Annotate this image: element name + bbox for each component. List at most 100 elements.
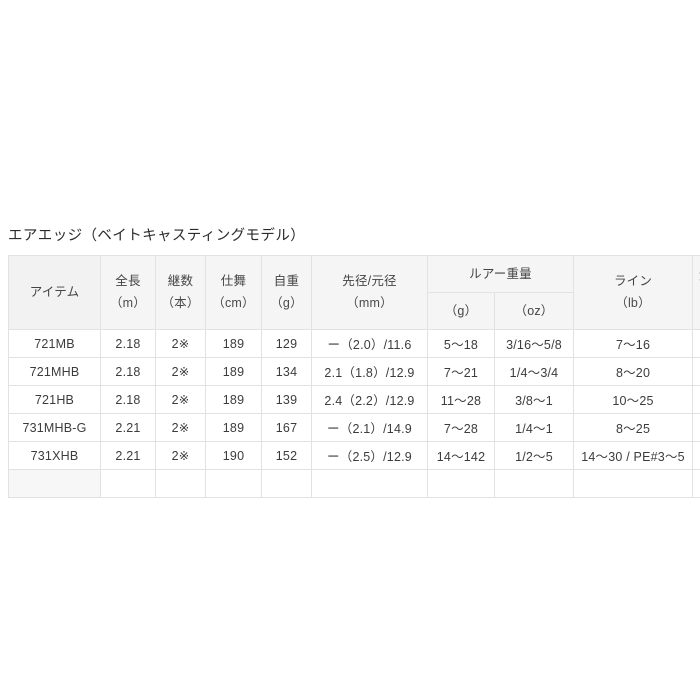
cell-sections: 2※ [155, 441, 206, 470]
table-row: 721MB 2.18 2※ 189 129 ー（2.0）/11.6 5〜18 3… [8, 329, 700, 358]
cell-lure-g: 11〜28 [427, 385, 495, 414]
cell-sections: 2※ [155, 385, 206, 414]
cell-length: 2.21 [100, 413, 156, 442]
cell-carbon [692, 469, 700, 498]
header-length-unit: （m） [109, 296, 146, 310]
header-carbon-label: カーボン [693, 268, 700, 284]
spec-table-container: アイテム 全長 （m） 継数 （本） 仕舞 （cm） 自 [8, 255, 700, 498]
cell-carbon: 98 [692, 329, 700, 358]
cell-item: 731XHB [8, 441, 101, 470]
header-length-label: 全長 [115, 274, 141, 288]
cell-diameter: 2.4（2.2）/12.9 [311, 385, 428, 414]
cell-carbon: 55 [692, 413, 700, 442]
header-weight-unit: （g） [270, 296, 303, 310]
header-carbon-label2: 含有率 [693, 284, 700, 300]
cell-lure-oz: 3/16〜5/8 [493, 329, 575, 358]
cell-length: 2.18 [100, 357, 156, 386]
cell-length [100, 469, 156, 498]
cell-line: 10〜25 [573, 385, 694, 414]
cell-lure-g [427, 469, 495, 498]
cell-item: 721MHB [8, 357, 101, 386]
cell-sections: 2※ [155, 357, 206, 386]
cell-closed-length: 189 [205, 413, 262, 442]
cell-lure-oz: 1/4〜1 [493, 413, 575, 442]
header-lure-g-label: （g） [444, 303, 478, 318]
cell-length: 2.18 [100, 385, 156, 414]
cell-item: 721MB [8, 329, 101, 358]
cell-item: 731MHB-G [8, 413, 101, 442]
header-diameter: 先径/元径 （mm） [311, 255, 428, 330]
cell-closed-length [205, 469, 262, 498]
cell-sections: 2※ [155, 413, 206, 442]
header-sections: 継数 （本） [155, 255, 206, 330]
cell-item [8, 469, 101, 498]
cell-weight: 139 [261, 385, 312, 414]
header-closed-label: 仕舞 [220, 274, 247, 288]
header-line: ライン （lb） [573, 255, 694, 330]
header-diameter-label: 先径/元径 [342, 274, 397, 288]
header-item-label: アイテム [29, 285, 80, 299]
cell-lure-oz: 1/4〜3/4 [493, 357, 575, 386]
cell-weight: 152 [261, 441, 312, 470]
header-line-unit: （lb） [615, 296, 651, 310]
table-header-row-1: アイテム 全長 （m） 継数 （本） 仕舞 （cm） 自 [8, 255, 700, 330]
cell-item: 721HB [8, 385, 101, 414]
header-carbon-content: カーボン 含有率 （%） [692, 255, 700, 330]
cell-line: 7〜16 [573, 329, 694, 358]
cell-length: 2.21 [100, 441, 156, 470]
header-lure-weight-oz: （oz） [493, 292, 575, 330]
header-lure-weight-g: （g） [427, 292, 495, 330]
header-weight-label: 自重 [273, 274, 300, 288]
table-row: 721MHB 2.18 2※ 189 134 2.1（1.8）/12.9 7〜2… [8, 357, 700, 386]
cell-carbon: 98 [692, 357, 700, 386]
cell-sections: 2※ [155, 329, 206, 358]
cell-line: 8〜20 [573, 357, 694, 386]
cell-weight: 134 [261, 357, 312, 386]
cell-diameter [311, 469, 428, 498]
header-closed-unit: （cm） [212, 296, 255, 310]
cell-line [573, 469, 694, 498]
cell-weight [261, 469, 312, 498]
cell-closed-length: 189 [205, 329, 262, 358]
table-row: 731MHB-G 2.21 2※ 189 167 ー（2.1）/14.9 7〜2… [8, 413, 700, 442]
cell-carbon: 98 [692, 441, 700, 470]
header-length: 全長 （m） [100, 255, 156, 330]
table-body: 721MB 2.18 2※ 189 129 ー（2.0）/11.6 5〜18 3… [8, 329, 700, 498]
cell-diameter: 2.1（1.8）/12.9 [311, 357, 428, 386]
cell-closed-length: 189 [205, 357, 262, 386]
rod-spec-table: アイテム 全長 （m） 継数 （本） 仕舞 （cm） 自 [8, 255, 700, 498]
cell-lure-oz: 3/8〜1 [493, 385, 575, 414]
table-row: 731XHB 2.21 2※ 190 152 ー（2.5）/12.9 14〜14… [8, 441, 700, 470]
cell-diameter: ー（2.0）/11.6 [311, 329, 428, 358]
header-sections-label: 継数 [167, 274, 194, 288]
cell-line: 14〜30 / PE#3〜5 [573, 441, 694, 470]
cell-lure-oz [493, 469, 575, 498]
cell-lure-g: 5〜18 [427, 329, 495, 358]
cell-closed-length: 189 [205, 385, 262, 414]
table-header-row-2: （g） （oz） [9, 292, 700, 330]
table-header: アイテム 全長 （m） 継数 （本） 仕舞 （cm） 自 [8, 255, 700, 330]
header-diameter-unit: （mm） [346, 296, 393, 310]
cell-length: 2.18 [100, 329, 156, 358]
cell-weight: 129 [261, 329, 312, 358]
cell-lure-g: 14〜142 [427, 441, 495, 470]
cell-lure-g: 7〜28 [427, 413, 495, 442]
header-carbon-unit: （%） [693, 302, 700, 318]
cell-carbon: 98 [692, 385, 700, 414]
header-sections-unit: （本） [161, 296, 200, 310]
header-line-label: ライン [613, 274, 653, 288]
header-weight: 自重 （g） [261, 255, 312, 330]
cell-weight: 167 [261, 413, 312, 442]
cell-closed-length: 190 [205, 441, 262, 470]
cell-lure-g: 7〜21 [427, 357, 495, 386]
cell-diameter: ー（2.5）/12.9 [311, 441, 428, 470]
cell-diameter: ー（2.1）/14.9 [311, 413, 428, 442]
cell-line: 8〜25 [573, 413, 694, 442]
header-lure-oz-label: （oz） [514, 303, 554, 318]
page-title: エアエッジ（ベイトキャスティングモデル） [8, 228, 306, 244]
cell-sections [155, 469, 206, 498]
cell-lure-oz: 1/2〜5 [493, 441, 575, 470]
header-closed-length: 仕舞 （cm） [205, 255, 262, 330]
header-lure-weight-label: ルアー重量 [469, 266, 532, 281]
